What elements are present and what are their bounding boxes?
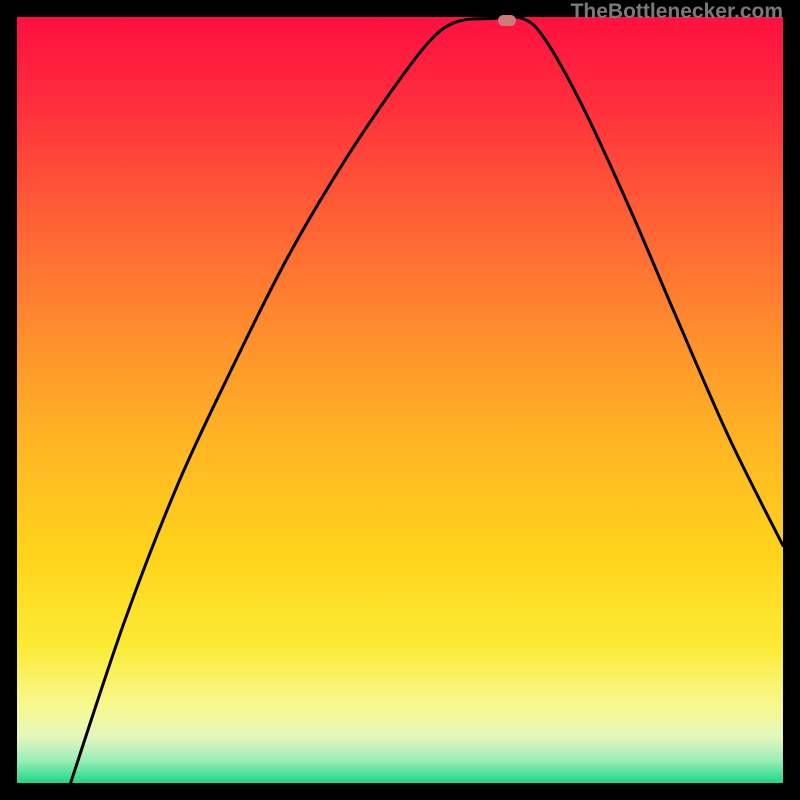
watermark-text: TheBottlenecker.com [571, 0, 783, 24]
bottleneck-chart [17, 17, 783, 783]
bottleneck-curve [17, 17, 783, 783]
optimal-point-marker [498, 15, 516, 26]
